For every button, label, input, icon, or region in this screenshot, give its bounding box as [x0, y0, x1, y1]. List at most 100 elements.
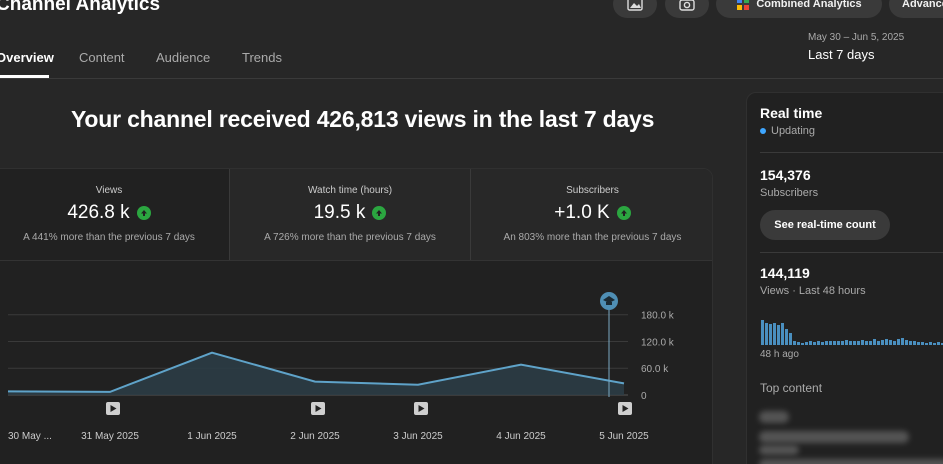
combined-analytics-label: Combined Analytics [756, 0, 862, 10]
histogram-bar [809, 341, 812, 345]
metric-tab-views[interactable]: Views 426.8 k A 441% more than the previ… [0, 169, 229, 260]
histogram-bar [793, 341, 796, 345]
histogram-bar [885, 339, 888, 345]
play-glyph [315, 405, 322, 412]
data-point[interactable] [6, 389, 10, 393]
histogram-bar [769, 324, 772, 345]
camera-button[interactable] [665, 0, 709, 18]
metric-divider [470, 169, 471, 260]
tab-overview[interactable]: Overview [0, 50, 54, 65]
see-realtime-count-button[interactable]: See real-time count [760, 210, 890, 240]
top-content-label: Top content [760, 381, 823, 395]
top-content-item[interactable] [759, 445, 799, 455]
histogram-bar [821, 342, 824, 345]
x-tick-label: 2 Jun 2025 [290, 431, 340, 442]
histogram-bar [917, 342, 920, 345]
data-point[interactable] [416, 383, 420, 387]
views-headline: Your channel received 426,813 views in t… [71, 106, 655, 132]
tab-trends[interactable]: Trends [242, 50, 282, 65]
histogram-bar [913, 341, 916, 345]
data-point[interactable] [622, 381, 626, 385]
series-line [7, 351, 625, 393]
histogram-bar [865, 340, 868, 345]
histogram-bar [765, 322, 768, 345]
realtime-views-label: Views · Last 48 hours [760, 285, 866, 297]
histogram-bar [889, 339, 892, 345]
trend-up-icon [616, 206, 631, 220]
histogram-bar [909, 340, 912, 345]
histogram-bar [785, 328, 788, 345]
histogram-bar [773, 323, 776, 345]
realtime-views-count: 144,119 [760, 265, 810, 281]
mortarboard-base [606, 302, 612, 305]
y-tick-label: 180.0 k [641, 311, 675, 322]
live-dot-icon [760, 128, 766, 134]
image-button[interactable] [613, 0, 657, 18]
x-tick-label: 1 Jun 2025 [187, 431, 237, 442]
histogram-bar [861, 339, 864, 345]
data-point[interactable] [313, 380, 317, 384]
top-content-item[interactable] [759, 459, 943, 464]
histogram-bar [797, 342, 800, 345]
metric-divider [229, 169, 230, 260]
histogram-bar [805, 342, 808, 345]
overview-chart-card: Views 426.8 k A 441% more than the previ… [0, 168, 713, 464]
combined-analytics-button[interactable]: Combined Analytics [716, 0, 882, 18]
realtime-status: Updating [760, 125, 815, 137]
tab-content[interactable]: Content [79, 50, 125, 65]
metric-comparison: An 803% more than the previous 7 days [503, 232, 682, 243]
play-glyph [418, 405, 425, 412]
metric-comparison: A 441% more than the previous 7 days [23, 232, 195, 243]
data-point[interactable] [519, 363, 523, 367]
histogram-bar [853, 341, 856, 345]
views-area-chart[interactable]: 180.0 k 120.0 k 60.0 k 0 30 May ... 31 May 20… [0, 0, 720, 464]
data-point[interactable] [108, 390, 112, 394]
metric-value: 19.5 k [313, 202, 366, 223]
histogram-bar [873, 339, 876, 345]
metric-tab-subscribers[interactable]: Subscribers +1.0 K An 803% more than the… [471, 169, 712, 260]
metric-label: Subscribers [566, 185, 619, 196]
metric-tab-watch-time[interactable]: Watch time (hours) 19.5 k A 726% more th… [230, 169, 470, 260]
trend-up-icon [372, 206, 387, 220]
histogram-caption: 48 h ago [760, 349, 799, 360]
advanced-mode-button[interactable]: Advanced [889, 0, 943, 18]
page-title: Channel Analytics [0, 0, 161, 15]
top-content-thumbnail[interactable] [759, 411, 789, 423]
realtime-title: Real time [760, 105, 823, 121]
histogram-bar [921, 342, 924, 345]
histogram-bar [777, 324, 780, 345]
realtime-card: Real time Updating 154,376 Subscribers S… [746, 92, 943, 464]
histogram-bar [845, 339, 848, 345]
chart-area-fill [8, 352, 624, 395]
top-content-item[interactable] [759, 431, 909, 443]
histogram-bar [905, 339, 908, 345]
histogram-bar [789, 333, 792, 345]
histogram-bar [897, 339, 900, 345]
realtime-views-histogram[interactable] [761, 315, 943, 345]
y-tick-label: 120.0 k [641, 337, 675, 348]
histogram-bar [833, 341, 836, 345]
metric-label: Views [95, 185, 123, 196]
advanced-label: Advanced [902, 0, 943, 10]
histogram-bar [813, 342, 816, 345]
y-tick-label: 60.0 k [641, 364, 669, 375]
metric-value: +1.0 K [554, 202, 610, 223]
metric-label: Watch time (hours) [307, 185, 393, 196]
data-point[interactable] [210, 351, 214, 355]
metrics-divider [0, 260, 712, 261]
combined-analytics-icon [737, 0, 750, 10]
histogram-bar [849, 340, 852, 345]
histogram-bar [837, 340, 840, 345]
histogram-bar [869, 340, 872, 345]
mortarboard-glyph [603, 296, 615, 303]
play-glyph [110, 405, 117, 412]
x-tick-label: 3 Jun 2025 [393, 431, 443, 442]
tab-audience[interactable]: Audience [156, 50, 211, 65]
x-tick-label: 31 May 2025 [81, 431, 139, 442]
histogram-bar [817, 341, 820, 345]
active-tab-indicator [0, 75, 49, 78]
date-range[interactable]: May 30 – Jun 5, 2025 [808, 32, 905, 43]
date-period-label[interactable]: Last 7 days [808, 47, 875, 62]
play-glyph [622, 405, 629, 412]
x-tick-label: 4 Jun 2025 [496, 431, 546, 442]
